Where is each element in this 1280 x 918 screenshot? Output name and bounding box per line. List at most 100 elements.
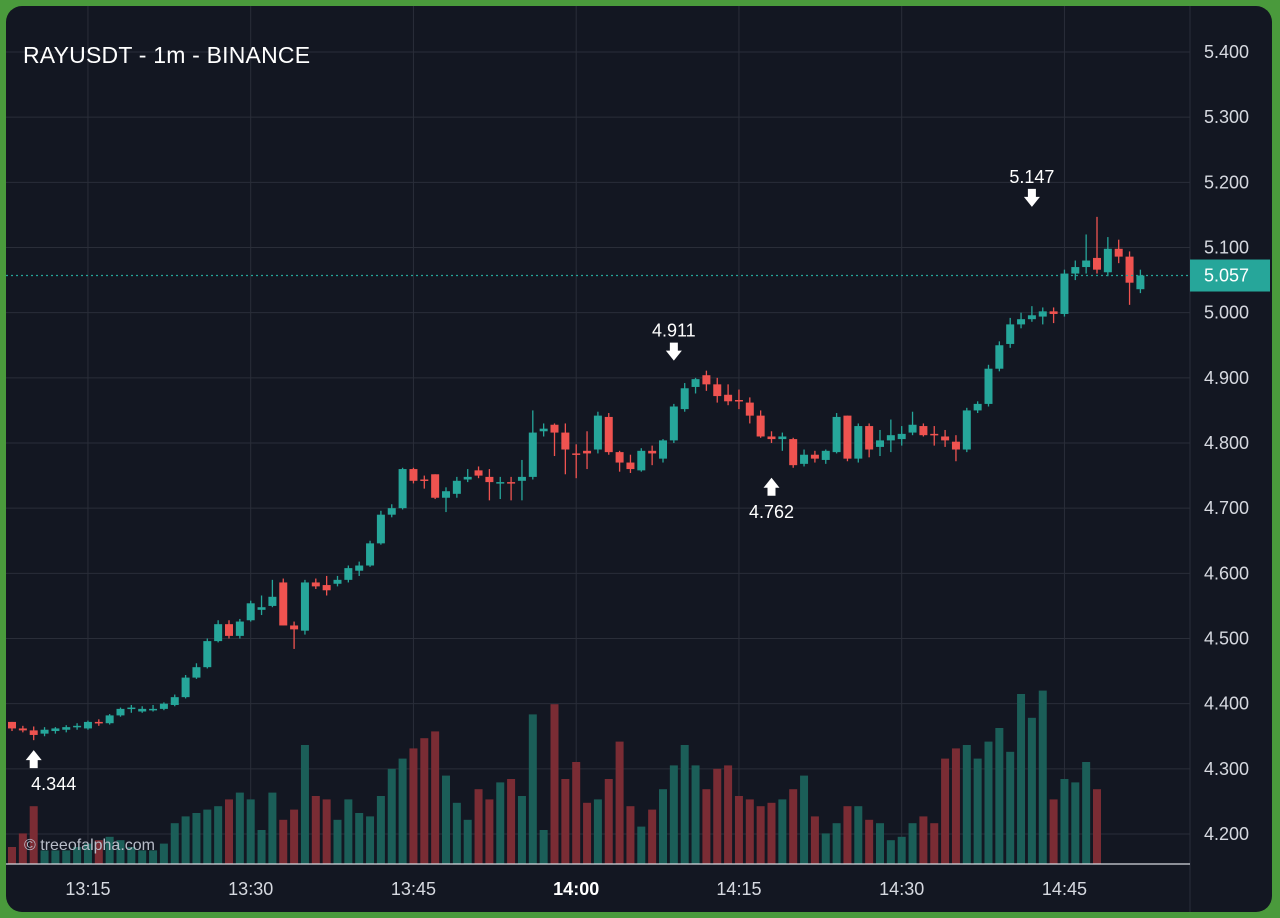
candle-body [387, 508, 396, 515]
price-tick-label: 5.300 [1204, 107, 1249, 127]
candle-body [452, 480, 461, 494]
volume-bar [680, 745, 689, 864]
volume-bar [919, 816, 928, 864]
candle-body [767, 436, 776, 440]
candle-body [485, 476, 494, 483]
candle-body [116, 708, 125, 716]
time-tick-label: 14:15 [716, 879, 761, 899]
candle-body [648, 450, 657, 454]
volume-bar [756, 806, 765, 864]
candle-body [821, 450, 830, 460]
candle-body [355, 565, 364, 571]
candle-body [832, 416, 841, 453]
candle-body [322, 585, 331, 591]
volume-bar [593, 799, 602, 864]
volume-bar [604, 779, 613, 864]
current-price-label: 5.057 [1204, 266, 1249, 286]
candle-body [149, 708, 158, 711]
volume-bar [1071, 782, 1080, 864]
time-tick-label: 13:15 [65, 879, 110, 899]
high-marker: 5.147 [1009, 167, 1054, 207]
candle-body [626, 462, 635, 470]
candle-body [463, 476, 472, 480]
price-tick-label: 4.300 [1204, 759, 1249, 779]
candle-body [691, 379, 700, 387]
volume-bar [517, 796, 526, 864]
extreme-price-label: 5.147 [1009, 167, 1054, 187]
volume-bar [203, 809, 212, 864]
volume-bar [930, 823, 939, 864]
candle-body [398, 469, 407, 509]
volume-bar [485, 799, 494, 864]
volume-bar [105, 836, 114, 864]
candle-body [1082, 260, 1091, 268]
volume-bar [637, 826, 646, 864]
candle-body [18, 728, 27, 731]
volume-bar [18, 833, 27, 864]
volume-bar [235, 792, 244, 864]
candle-body [1060, 273, 1069, 314]
price-tick-label: 5.400 [1204, 42, 1249, 62]
candle-body [94, 721, 103, 724]
volume-bar [745, 799, 754, 864]
candle-body [951, 441, 960, 450]
candle-body [1136, 275, 1145, 290]
candle-body [1049, 311, 1058, 314]
candle-body [290, 625, 299, 630]
candle-body [159, 703, 168, 709]
candle-body [127, 707, 136, 710]
candle-body [409, 469, 418, 481]
volume-bar [626, 806, 635, 864]
volume-bar [984, 741, 993, 864]
volume-bar [669, 765, 678, 864]
volume-bar [1082, 762, 1091, 864]
candle-body [1093, 257, 1101, 270]
volume-bar [398, 758, 407, 864]
volume-bar [1093, 789, 1101, 864]
volume-bar [941, 758, 950, 864]
arrow-down-icon [665, 342, 682, 361]
volume-bar [73, 847, 82, 864]
chart-title: RAYUSDT - 1m - BINANCE [23, 42, 311, 68]
chart-panel: 5.400 5.300 5.200 5.100 5.000 4.900 4.800 4.700… [6, 6, 1272, 912]
candle-body [528, 432, 537, 477]
volume-bar [474, 789, 483, 864]
candle-body [637, 450, 646, 471]
candle-body [138, 708, 147, 712]
volume-bar [94, 840, 103, 864]
volume-bar [810, 816, 819, 864]
volume-bar [333, 819, 342, 864]
candle-body [431, 474, 440, 498]
volume-bar [528, 714, 537, 864]
low-marker: 4.344 [25, 750, 76, 794]
chart-canvas[interactable]: 5.400 5.300 5.200 5.100 5.000 4.900 4.800 4.700… [6, 6, 1272, 912]
volume-bar [865, 819, 874, 864]
volume-bar [908, 823, 917, 864]
price-tick-label: 4.200 [1204, 824, 1249, 844]
volume-bar [463, 819, 472, 864]
volume-bar [1060, 779, 1069, 864]
candle-body [62, 727, 71, 730]
candle-body [713, 384, 722, 397]
candle-body [474, 470, 483, 476]
volume-bar [420, 738, 429, 864]
candle-body [235, 621, 244, 636]
volume-bar [138, 850, 147, 864]
candle-body [583, 450, 592, 454]
candle-body [279, 582, 288, 626]
arrow-down-icon [1023, 188, 1040, 207]
candle-body [778, 436, 787, 440]
candle-body [930, 433, 939, 436]
volume-bar [40, 850, 49, 864]
candle-body [8, 721, 16, 729]
candle-body [876, 440, 884, 447]
candle-body [40, 729, 49, 734]
time-tick-label: 14:45 [1042, 879, 1087, 899]
volume-bar [962, 745, 971, 864]
volume-bar [170, 823, 179, 864]
volume-bar [876, 823, 884, 864]
candle-body [865, 426, 874, 450]
volume-bar [51, 850, 60, 864]
candle-body [344, 568, 353, 580]
candle-body [311, 582, 320, 587]
